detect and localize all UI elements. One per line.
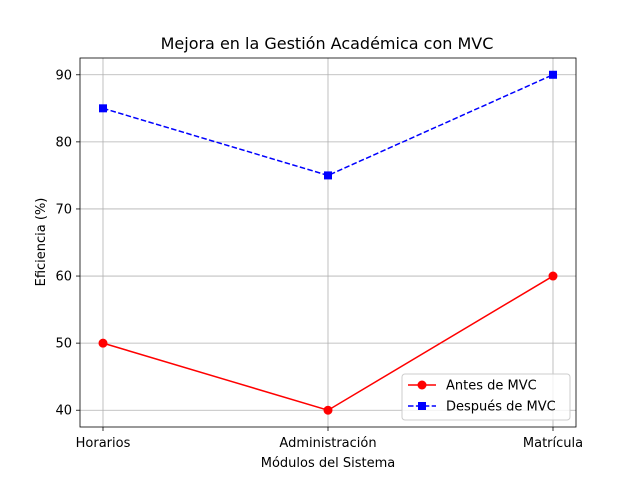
y-tick-label: 80 bbox=[55, 135, 72, 150]
x-tick-label: Horarios bbox=[76, 436, 131, 451]
y-tick-label: 60 bbox=[55, 270, 72, 285]
data-point bbox=[324, 171, 332, 180]
legend-entry: Después de MVC bbox=[408, 400, 556, 415]
y-tick-label: 70 bbox=[55, 202, 72, 217]
y-tick-label: 40 bbox=[55, 404, 72, 419]
legend-entries: Antes de MVC Después de MVC bbox=[408, 379, 556, 415]
legend-label: Después de MVC bbox=[446, 400, 556, 415]
data-point bbox=[549, 70, 557, 79]
series-2 bbox=[99, 70, 557, 180]
data-point bbox=[98, 338, 108, 348]
legend-marker bbox=[418, 402, 426, 410]
y-axis-label: Eficiencia (%) bbox=[34, 198, 49, 287]
legend-frame bbox=[401, 373, 571, 421]
data-point bbox=[99, 104, 107, 113]
legend-marker bbox=[417, 380, 427, 390]
legend: Antes de MVC Después de MVC bbox=[401, 373, 571, 421]
data-point bbox=[323, 405, 333, 415]
x-axis-label: Módulos del Sistema bbox=[261, 456, 396, 471]
tick-layer: Horarios Administración Matrícula 40 50 60 70 8… bbox=[55, 68, 583, 451]
grid-lines bbox=[80, 58, 576, 427]
legend-label: Antes de MVC bbox=[446, 379, 537, 394]
series-layer bbox=[98, 70, 558, 415]
data-point bbox=[548, 271, 558, 281]
chart-title: Mejora en la Gestión Académica con MVC bbox=[161, 34, 494, 53]
series-1 bbox=[98, 271, 558, 415]
x-tick-label: Administración bbox=[279, 436, 376, 451]
legend-entry: Antes de MVC bbox=[408, 379, 537, 394]
y-tick-label: 50 bbox=[55, 337, 72, 352]
series-line bbox=[102, 74, 554, 177]
x-tick-label: Matrícula bbox=[523, 436, 583, 451]
y-tick-label: 90 bbox=[55, 68, 72, 83]
